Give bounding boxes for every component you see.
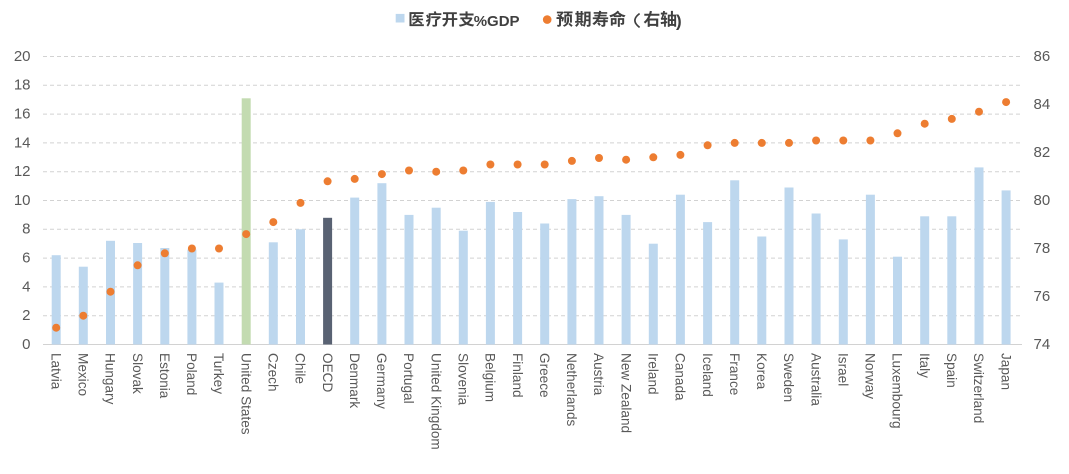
svg-text:Luxembourg: Luxembourg	[890, 353, 905, 429]
svg-text:Mexico: Mexico	[76, 353, 91, 396]
svg-text:Spain: Spain	[944, 353, 959, 388]
svg-text:0: 0	[22, 336, 30, 353]
svg-text:United States: United States	[238, 353, 253, 435]
svg-text:82: 82	[1034, 144, 1051, 161]
svg-text:84: 84	[1034, 96, 1051, 113]
svg-text:Greece: Greece	[537, 353, 552, 398]
svg-text:Turkey: Turkey	[211, 353, 226, 394]
svg-text:%GDP: %GDP	[474, 13, 520, 30]
svg-text:14: 14	[14, 134, 31, 151]
svg-text:Israel: Israel	[836, 353, 851, 386]
svg-text:Australia: Australia	[808, 353, 823, 406]
svg-text:Latvia: Latvia	[48, 353, 63, 390]
svg-text:Chile: Chile	[293, 353, 308, 384]
svg-text:United Kingdom: United Kingdom	[428, 353, 443, 450]
svg-text:20: 20	[14, 48, 31, 65]
svg-text:Netherlands: Netherlands	[564, 353, 579, 427]
svg-text:France: France	[727, 353, 742, 395]
svg-text:Portugal: Portugal	[401, 353, 416, 404]
svg-text:Poland: Poland	[184, 353, 199, 395]
svg-text:78: 78	[1034, 240, 1051, 257]
svg-text:74: 74	[1034, 336, 1051, 353]
svg-text:16: 16	[14, 106, 31, 123]
svg-text:76: 76	[1034, 288, 1051, 305]
svg-text:Slovak: Slovak	[130, 353, 145, 394]
svg-text:Finland: Finland	[510, 353, 525, 398]
svg-text:New Zealand: New Zealand	[618, 353, 633, 433]
svg-text:Japan: Japan	[998, 353, 1013, 390]
svg-text:Czech: Czech	[266, 353, 281, 392]
svg-text:Ireland: Ireland	[646, 353, 661, 395]
svg-text:OECD: OECD	[320, 353, 335, 392]
svg-text:Estonia: Estonia	[157, 353, 172, 399]
svg-text:Belgium: Belgium	[483, 353, 498, 402]
svg-text:): )	[676, 11, 682, 30]
svg-text:Slovenia: Slovenia	[456, 353, 471, 406]
svg-text:Korea: Korea	[754, 353, 769, 390]
svg-text:Germany: Germany	[374, 353, 389, 409]
svg-text:86: 86	[1034, 48, 1051, 65]
svg-text:Switzerland: Switzerland	[971, 353, 986, 423]
svg-text:Hungary: Hungary	[103, 353, 118, 405]
svg-text:10: 10	[14, 192, 31, 209]
svg-text:80: 80	[1034, 192, 1051, 209]
svg-text:Norway: Norway	[863, 353, 878, 399]
svg-text:8: 8	[22, 221, 30, 238]
svg-text:12: 12	[14, 163, 31, 180]
svg-text:Austria: Austria	[591, 353, 606, 396]
svg-text:Sweden: Sweden	[781, 353, 796, 402]
svg-text:4: 4	[22, 278, 30, 295]
svg-text:2: 2	[22, 307, 30, 324]
svg-text:Italy: Italy	[917, 353, 932, 378]
svg-text:Denmark: Denmark	[347, 353, 362, 408]
svg-text:Canada: Canada	[673, 353, 688, 401]
svg-text:6: 6	[22, 250, 30, 267]
svg-text:18: 18	[14, 77, 31, 94]
svg-text:Iceland: Iceland	[700, 353, 715, 397]
